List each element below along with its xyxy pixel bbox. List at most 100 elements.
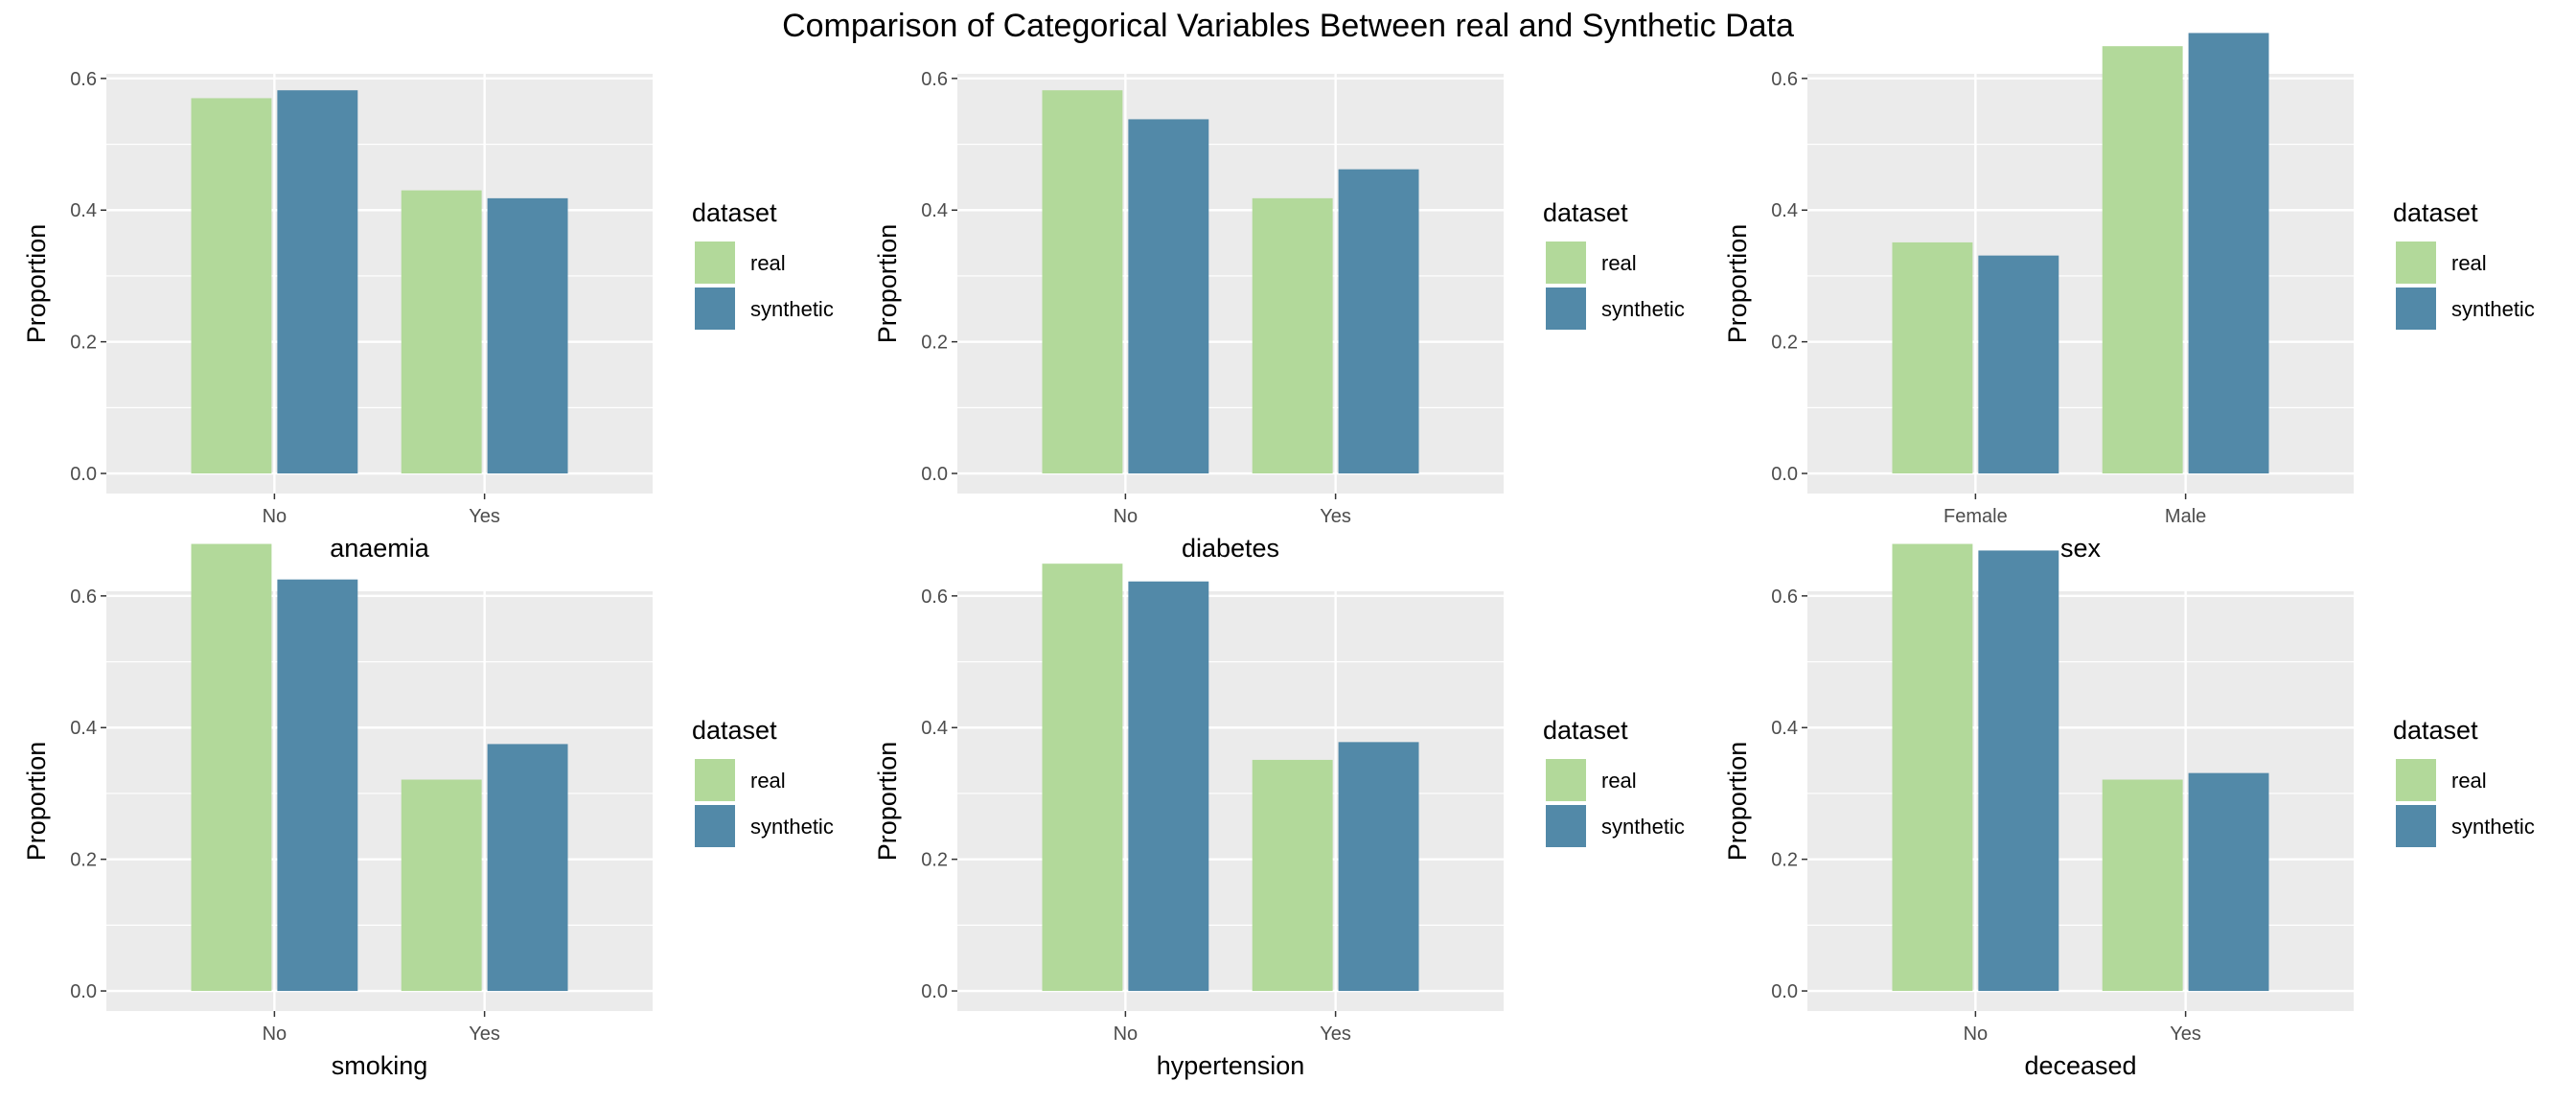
x-tick-label: Yes xyxy=(1320,1024,1351,1045)
bar-synthetic-no xyxy=(1978,550,2059,992)
y-axis-title: Proportion xyxy=(1723,224,1752,344)
bar-synthetic-no xyxy=(277,579,358,992)
x-axis-title: smoking xyxy=(332,1051,428,1080)
x-tick-label: Male xyxy=(2165,506,2206,527)
legend-label-synthetic: synthetic xyxy=(750,815,834,839)
x-tick-label: Female xyxy=(1944,506,2008,527)
y-tick-label: 0.4 xyxy=(70,718,97,739)
y-tick-label: 0.6 xyxy=(70,586,97,608)
legend-label-synthetic: synthetic xyxy=(2451,297,2535,321)
legend-title: dataset xyxy=(692,198,777,227)
bar-synthetic-yes xyxy=(1338,169,1419,474)
y-tick-label: 0.4 xyxy=(921,718,948,739)
y-tick-label: 0.4 xyxy=(1771,200,1798,221)
legend-title: dataset xyxy=(1543,198,1628,227)
bar-real-no xyxy=(1042,564,1123,992)
legend-label-real: real xyxy=(750,251,786,275)
x-tick-label: No xyxy=(1114,1024,1138,1045)
figure-title: Comparison of Categorical Variables Betw… xyxy=(782,8,1794,44)
x-axis-title: deceased xyxy=(2024,1051,2136,1080)
y-tick-label: 0.0 xyxy=(70,464,97,485)
y-tick-label: 0.6 xyxy=(1771,69,1798,90)
bar-real-yes xyxy=(1252,759,1333,992)
bar-synthetic-yes xyxy=(487,744,568,992)
legend-key-synthetic xyxy=(695,288,735,330)
x-axis-title: hypertension xyxy=(1157,1051,1305,1080)
y-tick-label: 0.6 xyxy=(1771,586,1798,608)
legend-key-real xyxy=(2396,242,2436,284)
legend-key-real xyxy=(1546,759,1586,801)
y-axis-title: Proportion xyxy=(873,742,902,862)
legend-label-real: real xyxy=(1601,251,1637,275)
y-tick-label: 0.4 xyxy=(70,200,97,221)
legend-key-synthetic xyxy=(2396,288,2436,330)
y-tick-label: 0.0 xyxy=(1771,464,1798,485)
y-axis-title: Proportion xyxy=(1723,742,1752,862)
y-tick-label: 0.2 xyxy=(921,850,948,871)
legend-key-real xyxy=(695,242,735,284)
legend-title: dataset xyxy=(692,716,777,745)
bar-real-yes xyxy=(401,190,482,474)
x-tick-label: No xyxy=(1114,506,1138,527)
y-tick-label: 0.0 xyxy=(921,981,948,1002)
y-tick-label: 0.4 xyxy=(1771,718,1798,739)
bar-real-no xyxy=(1892,543,1973,992)
legend-label-synthetic: synthetic xyxy=(1601,297,1685,321)
bar-real-male xyxy=(2102,46,2183,474)
x-tick-label: No xyxy=(263,506,288,527)
bar-real-female xyxy=(1892,242,1973,474)
bar-synthetic-yes xyxy=(1338,742,1419,992)
y-tick-label: 0.4 xyxy=(921,200,948,221)
y-tick-label: 0.6 xyxy=(70,69,97,90)
legend-key-synthetic xyxy=(2396,805,2436,847)
y-tick-label: 0.0 xyxy=(1771,981,1798,1002)
panel-background-anaemia xyxy=(106,74,653,494)
x-axis-title: anaemia xyxy=(330,534,430,563)
bar-real-no xyxy=(191,98,272,474)
y-tick-label: 0.6 xyxy=(921,586,948,608)
x-tick-label: Yes xyxy=(469,506,500,527)
y-axis-title: Proportion xyxy=(22,742,51,862)
legend-title: dataset xyxy=(2393,198,2478,227)
y-tick-label: 0.0 xyxy=(70,981,97,1002)
legend-label-real: real xyxy=(2451,251,2487,275)
legend-key-real xyxy=(1546,242,1586,284)
bar-real-yes xyxy=(401,779,482,992)
panel-background-deceased xyxy=(1807,591,2354,1011)
panel-background-sex xyxy=(1807,74,2354,494)
x-tick-label: Yes xyxy=(1320,506,1351,527)
panel-background-hypertension xyxy=(957,591,1504,1011)
y-tick-label: 0.2 xyxy=(70,333,97,354)
y-tick-label: 0.2 xyxy=(1771,850,1798,871)
legend-title: dataset xyxy=(2393,716,2478,745)
bar-real-no xyxy=(191,543,272,992)
legend-label-real: real xyxy=(2451,769,2487,793)
bar-real-yes xyxy=(2102,779,2183,992)
y-tick-label: 0.0 xyxy=(921,464,948,485)
legend-label-synthetic: synthetic xyxy=(750,297,834,321)
bar-synthetic-no xyxy=(1128,581,1209,992)
legend-key-synthetic xyxy=(1546,805,1586,847)
legend-label-synthetic: synthetic xyxy=(2451,815,2535,839)
x-tick-label: No xyxy=(1964,1024,1989,1045)
legend-key-synthetic xyxy=(1546,288,1586,330)
y-axis-title: Proportion xyxy=(873,224,902,344)
x-tick-label: Yes xyxy=(2170,1024,2201,1045)
legend-key-real xyxy=(2396,759,2436,801)
panel-background-diabetes xyxy=(957,74,1504,494)
bar-real-no xyxy=(1042,90,1123,474)
y-tick-label: 0.6 xyxy=(921,69,948,90)
bar-synthetic-yes xyxy=(487,197,568,474)
bar-synthetic-yes xyxy=(2188,772,2269,992)
legend-label-real: real xyxy=(1601,769,1637,793)
legend-key-synthetic xyxy=(695,805,735,847)
bar-synthetic-female xyxy=(1978,255,2059,474)
y-tick-label: 0.2 xyxy=(921,333,948,354)
y-tick-label: 0.2 xyxy=(1771,333,1798,354)
legend-title: dataset xyxy=(1543,716,1628,745)
x-tick-label: Yes xyxy=(469,1024,500,1045)
legend-label-real: real xyxy=(750,769,786,793)
y-axis-title: Proportion xyxy=(22,224,51,344)
bar-real-yes xyxy=(1252,197,1333,474)
x-axis-title: sex xyxy=(2060,534,2102,563)
